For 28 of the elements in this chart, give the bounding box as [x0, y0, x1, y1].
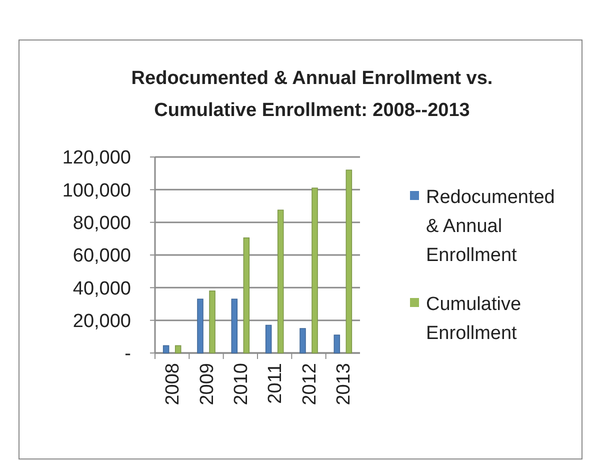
bar: [174, 345, 182, 354]
bar: [312, 188, 318, 354]
chart-title: Redocumented & Annual Enrollment vs. Cumulative Enrollment: 2008--2013: [131, 68, 493, 121]
bar: [300, 328, 306, 354]
bar: [277, 210, 284, 354]
bar: [231, 298, 238, 354]
bar: [209, 290, 216, 354]
x-tick-label: 2011: [265, 363, 286, 404]
bar: [334, 334, 340, 354]
x-tick-label: 2008: [162, 363, 184, 406]
y-tick-label: 20,000: [72, 310, 131, 332]
y-tick-label: 60,000: [72, 246, 131, 267]
x-tick-label: 2012: [299, 363, 320, 406]
x-tick-label: 2013: [334, 363, 355, 406]
y-tick-label: 100,000: [62, 180, 131, 202]
y-tick-label: -: [124, 344, 131, 365]
bar: [243, 237, 250, 354]
y-tick-label: 80,000: [72, 212, 131, 234]
bar: [197, 298, 204, 354]
bar: [265, 324, 272, 354]
bar: [346, 170, 352, 354]
x-tick-label: 2010: [231, 363, 252, 406]
y-tick-label: 40,000: [72, 278, 131, 300]
y-tick-label: 120,000: [62, 148, 131, 169]
legend-label: Redocumented & Annual Enrollment: [426, 187, 555, 266]
bar: [162, 345, 170, 354]
x-tick-label: 2009: [196, 363, 218, 406]
legend-label: Cumulative Enrollment: [426, 294, 522, 344]
